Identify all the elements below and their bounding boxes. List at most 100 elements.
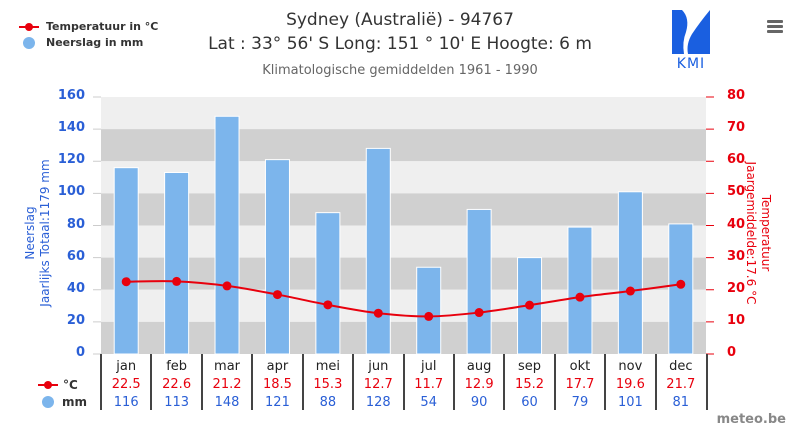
month-precip-value: 60 [521, 395, 538, 410]
right-axis-tick: 20 [727, 280, 746, 296]
grid-band [101, 289, 706, 322]
month-temp-value: 12.9 [464, 377, 494, 392]
table-separator [503, 354, 506, 410]
right-axis-tick: 40 [727, 216, 746, 232]
month-temp-value: 12.7 [363, 377, 393, 392]
chart-subtitle: Klimatologische gemiddelden 1961 - 1990 [262, 63, 538, 78]
table-separator [100, 354, 102, 410]
left-axis-tick: 100 [57, 184, 85, 200]
legend-temperature-label: Temperatuur in °C [46, 20, 159, 33]
table-temp-label: °C [63, 378, 78, 392]
table-separator [604, 354, 607, 410]
left-axis-tick: 80 [66, 216, 85, 232]
precip-bar-mei[interactable] [315, 212, 341, 355]
temp-point-feb[interactable] [172, 276, 182, 286]
left-axis-tick: 140 [57, 120, 85, 136]
left-axis-title-line2: Jaarlijks Totaal:1179 mm [38, 159, 52, 307]
month-precip-value: 121 [265, 395, 290, 410]
precip-bar-aug[interactable] [466, 208, 492, 355]
right-axis-title: Temperatuur Jaargemiddelde:17.6 °C [743, 133, 773, 333]
month-label: jan [116, 359, 137, 374]
grid-band [101, 321, 706, 354]
temp-point-apr[interactable] [272, 290, 282, 300]
month-precip-value: 54 [420, 395, 437, 410]
month-precip-value: 88 [319, 395, 337, 410]
month-temp-value: 21.7 [666, 377, 696, 392]
table-temp-legend: °C [38, 378, 78, 392]
temp-point-okt[interactable] [575, 292, 585, 302]
precip-bar-okt[interactable] [567, 226, 593, 355]
right-axis-tick: 80 [727, 88, 746, 103]
temp-point-mei[interactable] [323, 300, 333, 310]
hamburger-menu-icon[interactable] [767, 18, 783, 35]
left-axis-title-line1: Neerslag [23, 206, 37, 260]
temperature-line-icon [38, 381, 58, 389]
table-separator [553, 354, 556, 410]
left-axis-tick: 160 [57, 88, 85, 103]
temp-point-mar[interactable] [222, 281, 232, 291]
precipitation-dot-icon [42, 396, 54, 408]
precip-bar-apr[interactable] [264, 159, 290, 355]
precip-bar-jul[interactable] [416, 266, 442, 355]
month-precip-value: 90 [470, 395, 488, 410]
right-axis-tick: 60 [727, 152, 746, 168]
temp-point-jul[interactable] [424, 311, 434, 321]
precipitation-dot-icon [23, 36, 35, 49]
precip-bar-feb[interactable] [164, 171, 190, 355]
table-separator [150, 354, 153, 410]
brand-footer[interactable]: meteo.be [716, 412, 786, 427]
month-label: mar [214, 359, 241, 374]
kmi-logo: KMI [670, 10, 712, 72]
table-separator [654, 354, 657, 410]
precip-bar-dec[interactable] [668, 223, 694, 355]
chart-title: Sydney (Australië) - 94767 [286, 10, 514, 30]
precip-bar-jun[interactable] [365, 147, 391, 355]
temp-point-sep[interactable] [525, 300, 535, 310]
table-separator [402, 354, 405, 410]
legend-precipitation-label: Neerslag in mm [46, 36, 144, 49]
kmi-logo-text: KMI [676, 56, 706, 72]
temp-point-jun[interactable] [373, 308, 383, 318]
temperature-line-icon [19, 22, 39, 31]
right-axis-tick: 50 [727, 184, 746, 200]
temp-point-aug[interactable] [474, 308, 484, 318]
month-label: jun [368, 359, 389, 374]
month-label: jul [420, 359, 437, 374]
table-separator [452, 354, 455, 410]
legend-precipitation[interactable]: Neerslag in mm [18, 36, 143, 49]
month-temp-value: 21.2 [212, 377, 242, 392]
month-label: feb [166, 359, 188, 374]
month-precip-value: 101 [617, 395, 643, 410]
temp-point-jan[interactable] [121, 277, 131, 287]
month-temp-value: 15.3 [313, 377, 343, 392]
temp-point-dec[interactable] [676, 279, 686, 289]
right-axis-tick: 70 [727, 120, 746, 136]
temp-point-nov[interactable] [625, 286, 635, 296]
month-temp-value: 18.5 [262, 377, 292, 392]
month-label: sep [518, 359, 542, 374]
right-axis-title-line2: Jaargemiddelde:17.6 °C [744, 161, 758, 305]
right-axis-title-line1: Temperatuur [759, 194, 773, 272]
table-prec-legend: mm [42, 395, 87, 409]
left-axis-tick: 60 [66, 248, 85, 264]
month-precip-value: 113 [164, 395, 190, 410]
right-axis-tick: 0 [727, 345, 737, 360]
legend-temperature[interactable]: Temperatuur in °C [18, 20, 158, 33]
month-precip-value: 81 [672, 395, 690, 410]
left-axis-tick: 120 [57, 152, 85, 168]
month-temp-value: 22.6 [162, 377, 192, 392]
table-separator [251, 354, 254, 410]
precip-bar-nov[interactable] [617, 191, 643, 355]
right-axis-tick: 10 [727, 312, 746, 328]
grid-band [101, 257, 706, 290]
month-precip-value: 79 [571, 395, 589, 410]
precip-bar-jan[interactable] [113, 167, 139, 355]
month-precip-value: 128 [365, 395, 391, 410]
table-separator [352, 354, 355, 410]
month-label: okt [569, 359, 591, 374]
month-label: mei [315, 359, 341, 374]
table-prec-label: mm [62, 395, 88, 409]
grid-band [101, 193, 706, 226]
month-precip-value: 148 [214, 395, 240, 410]
precip-bar-mar[interactable] [214, 115, 240, 355]
